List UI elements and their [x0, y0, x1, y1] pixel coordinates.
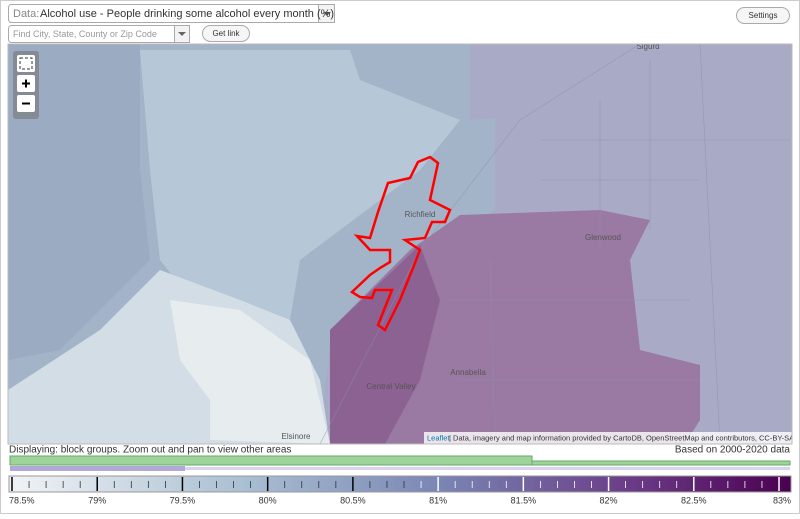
data-select-value: Alcohol use - People drinking some alcoh…: [40, 8, 334, 20]
place-label: Richfield: [405, 210, 436, 219]
place-label: Central Valley: [366, 382, 415, 391]
place-label: Sigurd: [636, 42, 659, 51]
place-label: Glenwood: [585, 233, 621, 242]
search-box[interactable]: Find City, State, County or Zip Code: [8, 25, 190, 43]
legend-tick-label: 80.5%: [340, 495, 366, 505]
zoom-control[interactable]: [13, 51, 39, 119]
legend-tick-label: 81.5%: [511, 495, 537, 505]
settings-label: Settings: [749, 11, 778, 20]
status-based-on: Based on 2000-2020 data: [675, 445, 791, 456]
legend-tick-label: 78.5%: [9, 495, 35, 505]
legend-tick-label: 80%: [259, 495, 277, 505]
search-placeholder: Find City, State, County or Zip Code: [13, 29, 157, 39]
legend-ticks: 78.5% 79% 79.5% 80% 80.5% 81% 81.5% 82% 82.5% 83%: [9, 477, 791, 505]
legend-tick-label: 83%: [773, 495, 791, 505]
get-link-label: Get link: [212, 29, 240, 38]
color-scale: [8, 475, 792, 493]
legend-tick-label: 82.5%: [681, 495, 707, 505]
attribution: | Data, imagery and map information prov…: [449, 433, 794, 442]
data-select[interactable]: Data: Alcohol use - People drinking some…: [8, 4, 335, 23]
place-label: Annabella: [450, 368, 486, 377]
map-border: [7, 43, 793, 445]
legend-tick-label: 79.5%: [170, 495, 196, 505]
legend-tick-label: 81%: [429, 495, 447, 505]
distribution-strip: [9, 455, 791, 471]
legend-tick-label: 79%: [88, 495, 106, 505]
settings-button[interactable]: Settings: [736, 7, 790, 24]
get-link-button[interactable]: Get link: [202, 25, 250, 42]
status-displaying: Displaying: block groups. Zoom out and p…: [9, 445, 291, 456]
attribution-link[interactable]: Leaflet: [427, 433, 450, 442]
selected-area[interactable]: [349, 155, 452, 332]
data-prefix: Data:: [13, 8, 39, 20]
place-label: Elsinore: [282, 432, 311, 441]
map[interactable]: Sigurd Richfield Glenwood Central Valley…: [8, 42, 794, 444]
legend-tick-label: 82%: [600, 495, 618, 505]
